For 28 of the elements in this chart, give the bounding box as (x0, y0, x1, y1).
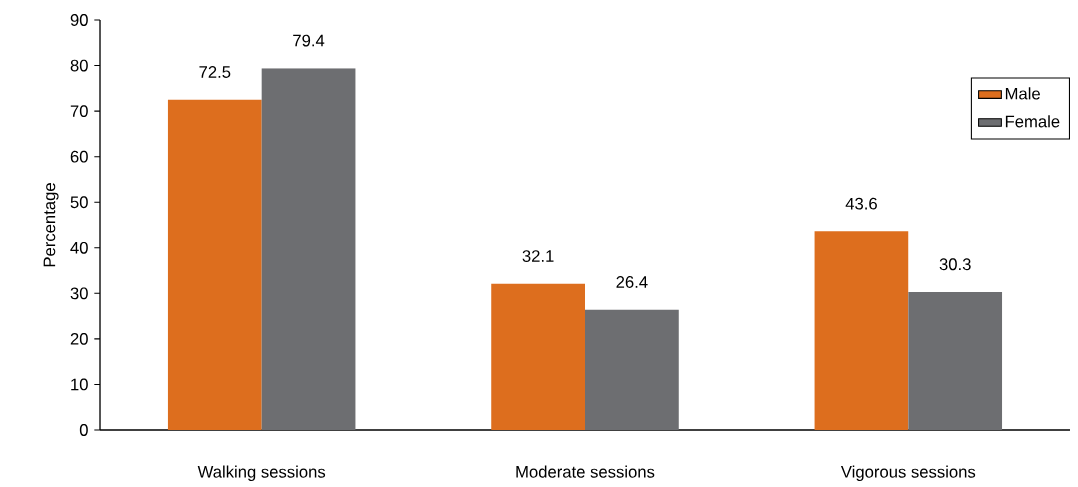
y-tick-label: 80 (70, 59, 88, 72)
y-tick-label: 40 (70, 242, 88, 254)
bar (814, 231, 909, 431)
data-label: 26.4 (616, 276, 648, 289)
y-tick-label: 50 (70, 196, 88, 209)
bar (491, 283, 585, 431)
y-tick-label: 0 (79, 424, 88, 437)
data-label: 30.3 (939, 258, 971, 271)
legend-label: Female (1005, 115, 1060, 128)
bar (585, 309, 679, 431)
data-label: 43.6 (845, 197, 877, 210)
y-tick-label: 30 (70, 287, 88, 300)
x-tick-label: Moderate sessions (516, 465, 655, 478)
y-tick-label: 20 (70, 333, 88, 345)
y-tick-label: 10 (71, 378, 88, 391)
y-tick-label: 90 (70, 14, 88, 27)
y-tick-label: 70 (70, 105, 88, 118)
bar (261, 68, 356, 431)
data-label: 79.4 (293, 34, 325, 47)
y-tick-label: 60 (70, 150, 88, 163)
bar (167, 99, 262, 431)
data-label: 72.5 (199, 66, 231, 79)
x-tick-label: Walking sessions (197, 465, 326, 482)
x-tick-label: Vigorous sessions (840, 465, 976, 482)
data-label: 32.1 (522, 250, 554, 263)
y-axis-title: Percentage (43, 183, 59, 267)
bar (908, 292, 1003, 431)
legend-label: Male (1005, 87, 1040, 100)
